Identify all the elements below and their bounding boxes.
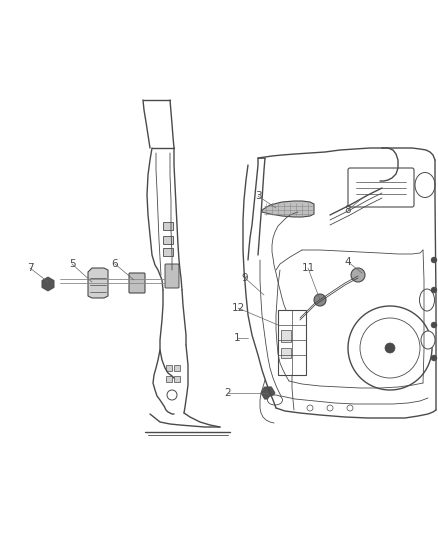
FancyBboxPatch shape — [129, 273, 145, 293]
Polygon shape — [262, 201, 314, 217]
Text: 11: 11 — [301, 263, 314, 273]
Bar — [166, 376, 172, 382]
Text: 3: 3 — [254, 191, 261, 201]
Bar — [163, 222, 173, 230]
Text: 9: 9 — [242, 273, 248, 283]
Text: 4: 4 — [345, 257, 351, 267]
Circle shape — [431, 257, 437, 263]
Circle shape — [347, 405, 353, 411]
Bar — [174, 376, 180, 382]
Circle shape — [307, 405, 313, 411]
Bar — [166, 365, 172, 371]
Bar — [163, 236, 173, 244]
Ellipse shape — [268, 395, 283, 405]
Ellipse shape — [415, 173, 435, 198]
Ellipse shape — [421, 331, 435, 349]
FancyBboxPatch shape — [348, 168, 414, 207]
Circle shape — [167, 390, 177, 400]
Text: 12: 12 — [231, 303, 245, 313]
Circle shape — [348, 306, 432, 390]
Text: 1: 1 — [234, 333, 240, 343]
Bar — [174, 365, 180, 371]
Text: 6: 6 — [112, 259, 118, 269]
Bar — [281, 330, 291, 342]
Circle shape — [360, 318, 420, 378]
FancyBboxPatch shape — [165, 264, 179, 288]
Circle shape — [385, 343, 395, 353]
Circle shape — [431, 287, 437, 293]
Circle shape — [431, 355, 437, 361]
Text: 2: 2 — [225, 388, 231, 398]
Polygon shape — [88, 268, 108, 298]
Circle shape — [327, 405, 333, 411]
Text: 8: 8 — [345, 205, 351, 215]
Text: 5: 5 — [69, 259, 75, 269]
Bar — [281, 348, 291, 358]
Circle shape — [314, 294, 326, 306]
Text: 7: 7 — [27, 263, 33, 273]
Circle shape — [351, 268, 365, 282]
Circle shape — [431, 322, 437, 328]
Bar — [163, 248, 173, 256]
Ellipse shape — [420, 289, 434, 311]
Bar — [278, 310, 306, 375]
